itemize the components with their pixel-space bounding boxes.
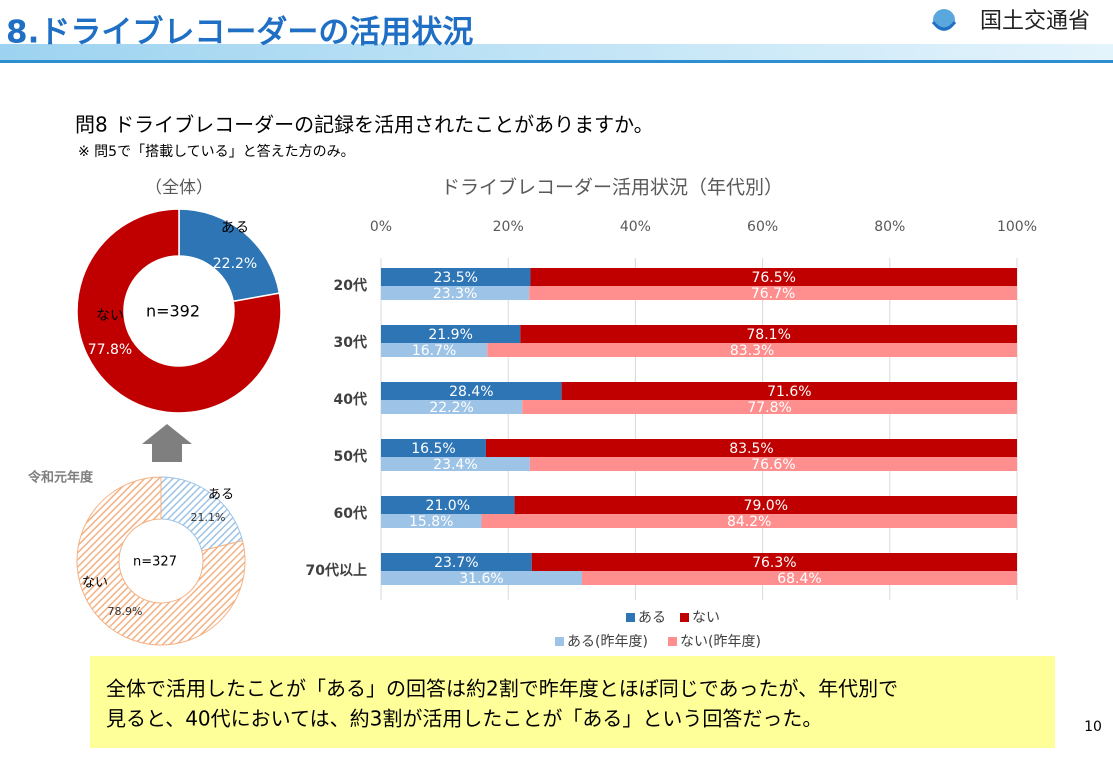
donut-value-label: 21.1% bbox=[191, 511, 226, 524]
bar-segment bbox=[381, 571, 582, 585]
donut-title: 令和元年度 bbox=[28, 470, 94, 486]
bar-segment bbox=[381, 553, 532, 571]
bar-value-label: 22.2% bbox=[429, 400, 473, 416]
donut-center-label: n=392 bbox=[146, 302, 200, 321]
note: ※ 問5で「搭載している」と答えた方のみ。 bbox=[78, 143, 355, 160]
header-title: 8.ドライブレコーダーの活用状況 bbox=[6, 15, 473, 51]
bar-segment bbox=[520, 325, 1017, 343]
bar-segment bbox=[381, 343, 488, 357]
bar-value-label: 23.3% bbox=[433, 286, 477, 302]
x-tick-label: 40% bbox=[620, 219, 651, 235]
y-tick-label: 60代 bbox=[334, 505, 367, 522]
header-rule bbox=[0, 60, 1113, 63]
bar-value-label: 23.4% bbox=[433, 457, 477, 473]
x-tick-label: 60% bbox=[747, 219, 778, 235]
legend-swatch bbox=[626, 613, 635, 622]
bar-segment bbox=[381, 457, 530, 471]
bar-segment bbox=[381, 382, 562, 400]
donut-center-label: n=327 bbox=[133, 555, 177, 570]
chart-title: ドライブレコーダー活用状況（年代別） bbox=[441, 176, 783, 199]
legend-swatch bbox=[555, 637, 564, 646]
bar-value-label: 78.1% bbox=[746, 327, 790, 343]
page-number: 10 bbox=[1084, 719, 1102, 735]
question: 問8 ドライブレコーダーの記録を活用されたことがありますか。 bbox=[75, 113, 654, 137]
bar-value-label: 23.7% bbox=[434, 555, 478, 571]
bar-segment bbox=[530, 268, 1017, 286]
bar-value-label: 16.5% bbox=[411, 441, 455, 457]
summary-line: 見ると、40代においては、約3割が活用したことが「ある」という回答だった。 bbox=[106, 707, 822, 731]
donut-segment bbox=[76, 476, 246, 646]
summary-line: 全体で活用したことが「ある」の回答は約2割で昨年度とほぼ同じであったが、年代別で bbox=[106, 677, 898, 701]
donut-category-label: ある bbox=[208, 488, 234, 503]
bar-value-label: 76.3% bbox=[752, 555, 796, 571]
bar-value-label: 68.4% bbox=[777, 571, 821, 587]
arrow-up bbox=[142, 424, 192, 462]
bar-segment bbox=[522, 400, 1017, 414]
x-tick-label: 80% bbox=[874, 219, 905, 235]
donut-title: （全体） bbox=[145, 178, 213, 198]
legend-swatch bbox=[680, 613, 689, 622]
bar-segment bbox=[529, 457, 1017, 471]
donut-category-label: ある bbox=[221, 220, 249, 236]
legend-label: ない(昨年度) bbox=[680, 634, 761, 650]
bar-value-label: 21.0% bbox=[426, 498, 470, 514]
bar-segment bbox=[487, 343, 1017, 357]
bar-value-label: 77.8% bbox=[747, 400, 791, 416]
bar-segment bbox=[381, 325, 521, 343]
legend-label: ある bbox=[638, 610, 666, 626]
header-org: 国土交通省 bbox=[980, 9, 1090, 34]
donut-category-label: ない bbox=[82, 576, 108, 591]
donut-value-label: 78.9% bbox=[108, 605, 143, 618]
legend-swatch bbox=[668, 637, 677, 646]
charts: （全体）ある22.2%ない77.8%n=392令和元年度ある21.1%ない78.… bbox=[28, 176, 1037, 651]
y-tick-label: 30代 bbox=[334, 334, 367, 351]
bar-value-label: 83.3% bbox=[730, 343, 774, 359]
bar-segment bbox=[481, 514, 1017, 528]
bar-value-label: 21.9% bbox=[428, 327, 472, 343]
bar-value-label: 31.6% bbox=[459, 571, 503, 587]
donut-category-label: ない bbox=[96, 308, 124, 324]
logo-icon-arc bbox=[931, 21, 957, 31]
bar-value-label: 16.7% bbox=[412, 343, 456, 359]
bar-value-label: 23.5% bbox=[433, 270, 477, 286]
bar-segment bbox=[485, 439, 1017, 457]
summary-box bbox=[90, 656, 1055, 748]
y-tick-label: 70代以上 bbox=[306, 562, 367, 579]
bar-segment bbox=[381, 514, 482, 528]
legend-label: ない bbox=[692, 610, 720, 626]
legend-label: ある(昨年度) bbox=[567, 634, 648, 650]
y-tick-label: 50代 bbox=[334, 448, 367, 465]
x-tick-label: 20% bbox=[493, 219, 524, 235]
x-tick-label: 100% bbox=[997, 219, 1037, 235]
bar-segment bbox=[561, 382, 1017, 400]
bar-value-label: 71.6% bbox=[767, 384, 811, 400]
bar-segment bbox=[381, 496, 515, 514]
bar-segment bbox=[529, 286, 1017, 300]
bar-value-label: 79.0% bbox=[744, 498, 788, 514]
y-tick-label: 20代 bbox=[334, 277, 367, 294]
bar-segment bbox=[381, 439, 486, 457]
bar-segment bbox=[581, 571, 1017, 585]
bar-segment bbox=[381, 286, 530, 300]
bar-value-label: 28.4% bbox=[449, 384, 493, 400]
bar-value-label: 15.8% bbox=[409, 514, 453, 530]
donut-value-label: 22.2% bbox=[213, 256, 257, 272]
donut-value-label: 77.8% bbox=[88, 342, 132, 358]
bar-segment bbox=[381, 400, 523, 414]
x-tick-label: 0% bbox=[370, 219, 392, 235]
bar-value-label: 83.5% bbox=[729, 441, 773, 457]
bar-segment bbox=[531, 553, 1017, 571]
header-band bbox=[0, 44, 1113, 60]
donut-segment bbox=[76, 208, 282, 414]
bar-value-label: 76.5% bbox=[751, 270, 795, 286]
bar-segment bbox=[514, 496, 1017, 514]
bar-value-label: 76.7% bbox=[751, 286, 795, 302]
bar-segment bbox=[381, 268, 531, 286]
y-tick-label: 40代 bbox=[334, 391, 367, 408]
bar-value-label: 76.6% bbox=[751, 457, 795, 473]
bar-value-label: 84.2% bbox=[727, 514, 771, 530]
